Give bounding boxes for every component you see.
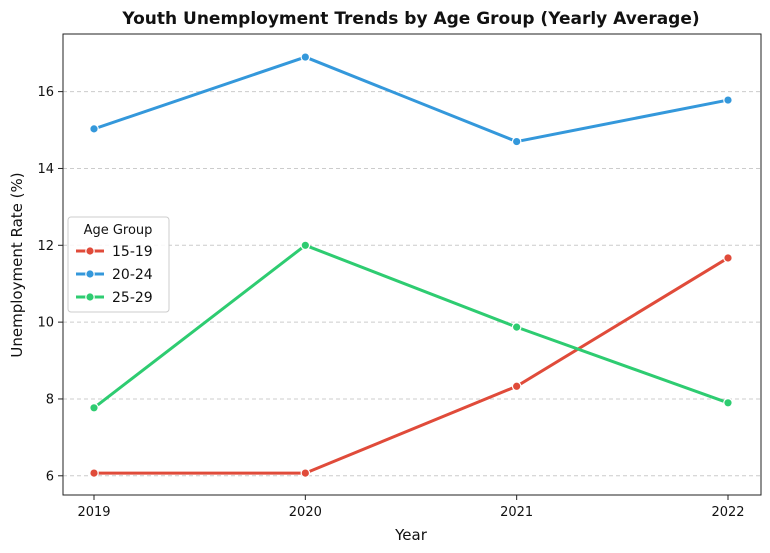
series-15-19 — [89, 253, 733, 478]
axes-ticks: 6 8 10 12 14 16 2019 2020 2021 2022 — [37, 85, 744, 520]
y-tick-label: 16 — [37, 85, 54, 100]
data-point — [511, 322, 522, 332]
y-tick-label: 8 — [46, 392, 54, 407]
plot-frame — [62, 33, 762, 496]
y-tick-label: 12 — [37, 239, 54, 254]
y-tick-label: 6 — [46, 469, 54, 484]
data-point — [723, 95, 733, 105]
data-point — [511, 136, 522, 147]
data-point — [89, 124, 99, 134]
legend-item: 25-29 — [76, 290, 153, 306]
y-tick-label: 10 — [37, 316, 54, 331]
legend: Age Group 15-19 20-24 25-29 — [67, 216, 170, 313]
series-layer — [89, 52, 733, 478]
chart-title: Youth Unemployment Trends by Age Group (… — [121, 9, 699, 29]
legend-swatch-marker — [85, 292, 95, 302]
legend-label: 25-29 — [112, 290, 153, 306]
legend-box — [67, 216, 170, 313]
data-point — [300, 240, 311, 251]
data-point — [300, 52, 311, 62]
legend-label: 15-19 — [112, 244, 153, 260]
legend-swatch-marker — [85, 246, 95, 256]
x-tick-label: 2020 — [289, 505, 322, 520]
series-line — [92, 55, 730, 144]
series-20-24 — [89, 52, 733, 147]
data-point — [511, 381, 522, 392]
x-axis-label: Year — [394, 526, 428, 544]
data-point — [723, 253, 733, 263]
x-tick-label: 2021 — [500, 505, 533, 520]
data-point — [300, 468, 311, 478]
x-tick-label: 2022 — [711, 505, 744, 520]
y-axis-label: Unemployment Rate (%) — [8, 172, 26, 357]
legend-label: 20-24 — [112, 267, 153, 283]
y-tick-label: 14 — [37, 162, 54, 177]
data-point — [723, 397, 733, 408]
x-tick-label: 2019 — [77, 505, 110, 520]
grid — [63, 91, 761, 477]
legend-swatch-marker — [85, 269, 95, 279]
legend-item: 15-19 — [76, 244, 153, 260]
legend-item: 20-24 — [76, 267, 153, 283]
series-line — [92, 243, 730, 410]
data-point — [89, 468, 99, 478]
legend-title: Age Group — [84, 223, 153, 238]
data-point — [89, 402, 99, 413]
series-25-29 — [89, 240, 733, 413]
series-line — [92, 256, 730, 475]
